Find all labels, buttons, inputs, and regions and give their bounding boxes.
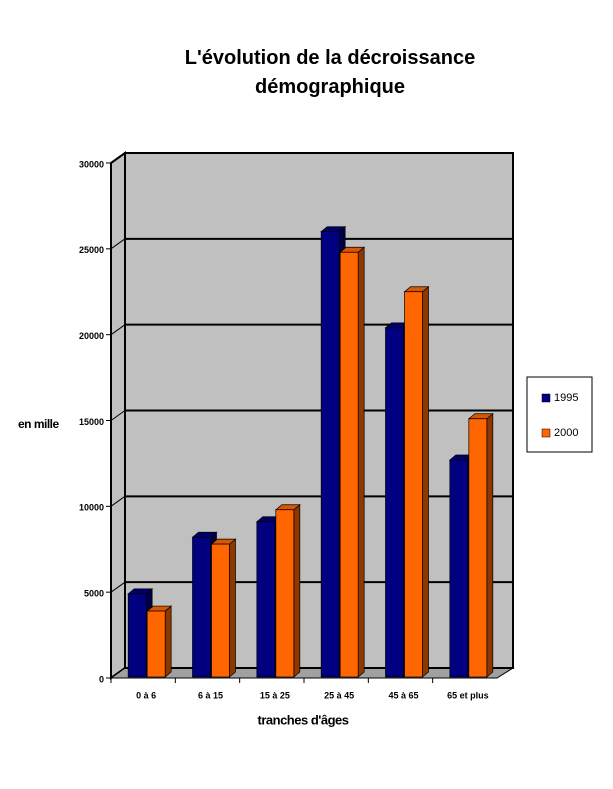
legend-label: 1995 [554, 392, 578, 404]
legend-label: 2000 [554, 427, 578, 439]
grid-line-side [110, 238, 126, 250]
bar [339, 246, 366, 678]
legend-swatch [541, 428, 551, 438]
bar-side [229, 538, 236, 678]
grid-line-side [110, 581, 126, 593]
bar [146, 605, 173, 678]
bar-front [211, 543, 230, 678]
bar [403, 286, 430, 678]
bar-front [127, 593, 147, 678]
bar-front [449, 459, 469, 678]
grid-line-side [110, 667, 126, 679]
x-tick-label: 65 et plus [447, 690, 489, 700]
y-tick-label: 15000 [79, 417, 104, 427]
bar-side [293, 504, 301, 678]
bar-side [357, 246, 365, 678]
y-tick-label: 30000 [79, 159, 104, 169]
x-tick-label: 6 à 15 [198, 690, 223, 700]
y-axis-label: en mille [18, 417, 60, 431]
y-tick-label: 25000 [79, 245, 104, 255]
x-tick-label: 25 à 45 [324, 690, 354, 700]
grid-line-side [110, 495, 126, 507]
x-tick-label: 15 à 25 [260, 690, 290, 700]
bar-front [275, 509, 295, 678]
bar [467, 413, 494, 678]
bar [210, 538, 237, 678]
bar-front [320, 231, 340, 678]
grid-line-side [110, 152, 126, 164]
y-tick-label: 0 [99, 674, 104, 684]
bar-side [486, 413, 494, 678]
bar-side [164, 605, 172, 678]
bar-front [192, 536, 211, 678]
bar-front [339, 251, 359, 678]
bar-front [256, 521, 276, 678]
legend-swatch [541, 393, 551, 403]
y-tick-label: 20000 [79, 331, 104, 341]
bar-front [385, 327, 404, 678]
bar-side [422, 286, 429, 678]
x-tick-label: 0 à 6 [136, 690, 156, 700]
grid-line-side [110, 410, 126, 421]
y-tick-label: 10000 [79, 503, 104, 513]
legend-box [526, 376, 593, 453]
x-tick-label: 45 à 65 [388, 690, 418, 700]
bar-front [146, 610, 166, 678]
bar-front [468, 418, 488, 678]
bar-front [404, 291, 423, 678]
x-axis-label: tranches d'âges [258, 712, 349, 727]
chart-title: L'évolution de la décroissance démograph… [184, 47, 476, 98]
y-tick-label: 5000 [84, 589, 104, 599]
bar [274, 504, 301, 678]
grid-line-side [110, 324, 126, 336]
